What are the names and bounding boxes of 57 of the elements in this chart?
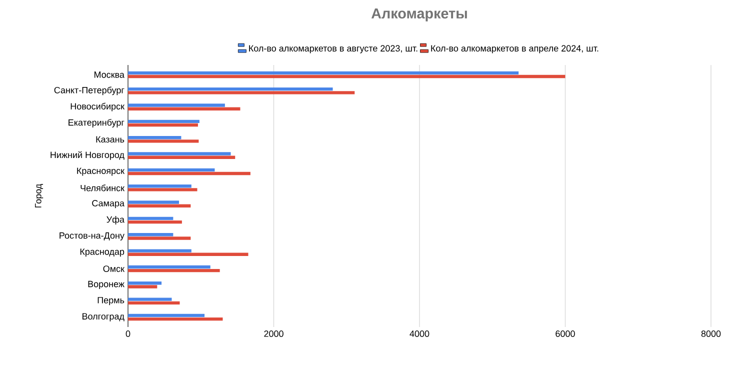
y-tick-label: Самара bbox=[92, 200, 124, 208]
y-axis-title: Город bbox=[35, 184, 44, 208]
y-tick-label: Пермь bbox=[98, 297, 124, 306]
bar bbox=[128, 188, 198, 192]
x-tick-label: 0 bbox=[126, 330, 130, 337]
bar bbox=[128, 314, 205, 318]
bar bbox=[128, 317, 223, 321]
bar bbox=[128, 136, 182, 140]
bar bbox=[128, 200, 180, 204]
bar bbox=[128, 120, 200, 124]
bar bbox=[128, 87, 333, 91]
x-tick-label: 4000 bbox=[410, 330, 430, 337]
bar bbox=[128, 123, 198, 127]
bar bbox=[128, 233, 174, 236]
y-tick-label: Москва bbox=[94, 72, 124, 78]
y-tick-label: Омск bbox=[103, 266, 125, 272]
bar bbox=[128, 152, 231, 156]
y-tick-label: Нижний Новгород bbox=[50, 151, 124, 160]
x-tick-label: 6000 bbox=[556, 330, 575, 337]
bar bbox=[128, 74, 566, 78]
y-tick-label: Казань bbox=[96, 136, 124, 143]
y-tick-label: Новосибирск bbox=[70, 102, 125, 112]
bar bbox=[128, 156, 236, 159]
legend-label: Кол-во алкомаркетов в августе 2023, шт. bbox=[249, 45, 418, 54]
x-tick-label: 2000 bbox=[264, 330, 284, 337]
bar bbox=[128, 252, 248, 256]
bar bbox=[128, 107, 240, 110]
y-tick-label: Екатеринбург bbox=[68, 118, 124, 128]
bar bbox=[128, 184, 192, 188]
bar bbox=[128, 236, 191, 240]
bar bbox=[128, 265, 210, 269]
y-tick-label: Челябинск bbox=[80, 184, 125, 192]
x-tick-label: 8000 bbox=[701, 330, 721, 337]
bar bbox=[128, 172, 250, 176]
y-tick-label: Волгоград bbox=[82, 313, 124, 322]
bar bbox=[128, 220, 182, 224]
legend-label: Кол-во алкомаркетов в апреле 2024, шт. bbox=[431, 45, 598, 54]
bar bbox=[128, 285, 158, 288]
chart-title: Алкомаркеты bbox=[371, 8, 467, 22]
bar bbox=[128, 168, 215, 172]
y-tick-label: Красноярск bbox=[77, 168, 125, 176]
bar bbox=[128, 249, 192, 252]
y-tick-label: Краснодар bbox=[80, 248, 124, 257]
bar bbox=[128, 298, 172, 301]
bar bbox=[128, 71, 519, 74]
bar bbox=[128, 104, 225, 107]
y-tick-label: Ростов-на-Дону bbox=[60, 232, 124, 240]
bar bbox=[128, 216, 174, 220]
bar bbox=[128, 301, 180, 305]
y-tick-label: Санкт-Петербург bbox=[54, 86, 124, 96]
y-tick-label: Уфа bbox=[106, 216, 124, 224]
bar bbox=[128, 282, 162, 285]
y-tick-label: Воронеж bbox=[88, 280, 124, 289]
bar bbox=[128, 204, 191, 208]
bar bbox=[128, 140, 199, 143]
bar bbox=[128, 91, 355, 94]
bar bbox=[128, 268, 220, 272]
